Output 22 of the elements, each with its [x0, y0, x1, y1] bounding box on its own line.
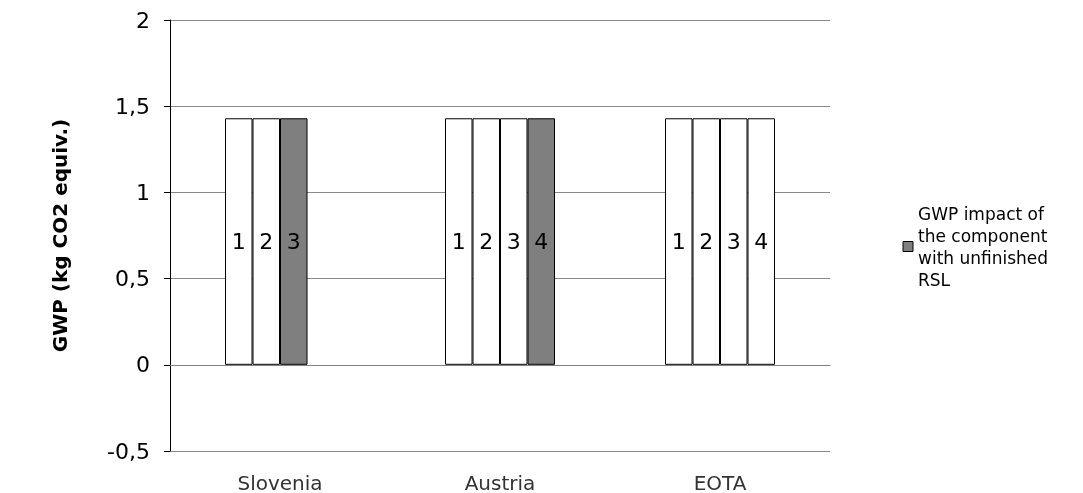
- text: 2: [699, 229, 714, 255]
- text: 1: [671, 229, 686, 255]
- y-tick-label: 0,5: [115, 266, 150, 292]
- y-tick-label: 1: [136, 179, 150, 205]
- text: 1: [451, 229, 466, 255]
- legend-label: GWP impact of the component with unfinished RSL: [918, 203, 1054, 290]
- x-tick-label: Slovenia: [237, 471, 323, 493]
- y-axis-title: GWP (kg CO2 equiv.): [48, 118, 72, 353]
- y-tick-label: -0,5: [107, 438, 150, 464]
- text: 3: [506, 229, 521, 255]
- series-label: 1: [231, 229, 246, 255]
- y-tick-label: 0: [136, 352, 150, 378]
- series-label: 4: [534, 229, 549, 255]
- text: 3: [726, 229, 741, 255]
- x-tick-label: EOTA: [693, 471, 747, 493]
- y-tick-label: 1,5: [115, 93, 150, 119]
- text: 4: [754, 229, 769, 255]
- text: 2: [479, 229, 494, 255]
- series-label: 2: [259, 229, 274, 255]
- series-label: 3: [286, 229, 301, 255]
- x-tick-label: Austria: [464, 471, 536, 493]
- y-tick-label: 2: [136, 7, 150, 33]
